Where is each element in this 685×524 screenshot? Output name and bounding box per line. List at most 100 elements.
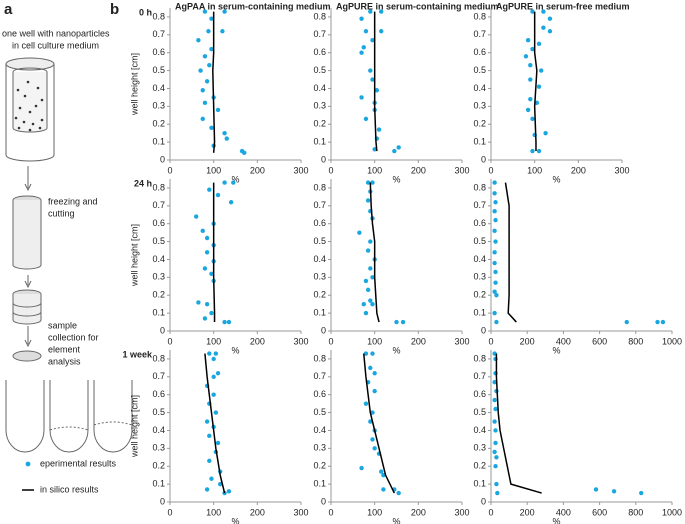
y-tick-label: 0.3 <box>152 272 165 282</box>
data-point <box>525 107 531 113</box>
data-point <box>222 319 227 325</box>
data-point <box>365 180 371 185</box>
data-point <box>493 406 498 412</box>
data-point <box>492 228 497 234</box>
x-tick-label: 300 <box>293 165 308 175</box>
x-tick-label: 100 <box>206 165 221 175</box>
x-tick-label: 1000 <box>662 507 682 517</box>
caption: freezing and <box>48 196 98 206</box>
x-tick-label: 200 <box>250 336 265 346</box>
model-line <box>363 353 395 494</box>
y-tick-label: 0.5 <box>152 65 165 75</box>
y-tick-label: 0.7 <box>473 200 486 210</box>
data-point <box>220 29 225 34</box>
x-tick-label: 800 <box>628 507 643 517</box>
row-label: 0 h <box>139 7 152 17</box>
data-point <box>202 9 208 14</box>
x-tick-label: 200 <box>571 165 586 175</box>
data-point <box>493 200 498 205</box>
data-point <box>528 97 533 102</box>
data-point <box>200 88 205 93</box>
panel-label: b <box>110 1 119 18</box>
data-point <box>534 100 540 105</box>
data-point <box>536 41 542 46</box>
y-tick-label: 0.6 <box>313 389 326 399</box>
data-point <box>202 100 208 105</box>
x-tick-label: 200 <box>411 165 426 175</box>
y-tick-label: 0.4 <box>473 425 486 435</box>
x-axis-label: % <box>231 174 239 184</box>
data-point <box>528 63 533 68</box>
data-point <box>379 29 384 34</box>
data-point <box>530 46 535 52</box>
y-tick-label: 0.3 <box>473 443 486 453</box>
data-point <box>207 433 212 439</box>
y-tick-label: 0 <box>481 325 486 335</box>
data-point <box>493 217 498 223</box>
data-point <box>204 235 210 241</box>
data-point <box>493 464 498 469</box>
x-tick-label: 0 <box>488 336 493 346</box>
x-axis-label: % <box>552 345 560 355</box>
data-point <box>207 351 212 356</box>
data-point <box>374 88 380 93</box>
y-tick-label: 0.7 <box>313 371 326 381</box>
y-tick-label: 0 <box>321 154 326 164</box>
y-tick-label: 0.2 <box>313 290 326 300</box>
data-point <box>222 130 227 136</box>
data-point <box>530 148 535 154</box>
data-point <box>211 392 216 397</box>
data-point <box>368 266 373 271</box>
model-line <box>373 11 378 152</box>
y-tick-label: 0.4 <box>152 254 165 264</box>
data-point <box>372 446 377 451</box>
model-line <box>369 182 380 323</box>
chart-title: AgPURE in serum-containing medium <box>336 1 499 11</box>
y-axis-label: well height [cm] <box>129 224 139 287</box>
legend-label: in silico results <box>40 484 99 494</box>
x-tick-label: 0 <box>488 165 493 175</box>
data-point <box>492 180 497 185</box>
data-point <box>215 107 221 113</box>
y-tick-label: 0.4 <box>152 425 165 435</box>
model-line <box>504 182 517 323</box>
x-axis-label: % <box>231 516 239 524</box>
data-point <box>368 239 373 244</box>
data-point <box>204 79 210 84</box>
data-point <box>361 45 366 50</box>
well-illustration <box>5 57 133 453</box>
x-tick-label: 100 <box>367 336 382 346</box>
y-tick-label: 0.5 <box>313 65 326 75</box>
data-point <box>370 275 375 280</box>
data-point <box>213 351 219 356</box>
data-point <box>370 77 375 82</box>
data-point <box>196 300 201 305</box>
data-point <box>368 298 373 303</box>
x-tick-label: 0 <box>328 165 333 175</box>
y-tick-label: 0.1 <box>152 136 165 146</box>
data-point <box>363 351 369 356</box>
data-point <box>242 150 247 156</box>
data-point <box>196 37 201 43</box>
y-tick-label: 0 <box>321 496 326 506</box>
data-point <box>222 9 227 14</box>
model-line <box>495 353 542 494</box>
data-point <box>209 476 214 481</box>
data-point <box>492 449 497 455</box>
y-tick-label: 0.5 <box>473 236 486 246</box>
data-point <box>359 16 364 21</box>
data-point <box>359 465 364 471</box>
data-point <box>381 472 386 478</box>
data-point <box>204 419 210 424</box>
data-point <box>400 319 406 325</box>
data-point <box>611 489 617 494</box>
y-tick-label: 0.8 <box>473 11 486 21</box>
data-point <box>359 50 364 55</box>
x-axis-label: % <box>392 516 400 524</box>
data-point <box>370 351 375 356</box>
y-tick-label: 0.7 <box>152 371 165 381</box>
data-point <box>372 371 377 376</box>
y-tick-label: 0.1 <box>313 136 326 146</box>
x-tick-label: 1000 <box>662 336 682 346</box>
data-point <box>370 37 375 43</box>
